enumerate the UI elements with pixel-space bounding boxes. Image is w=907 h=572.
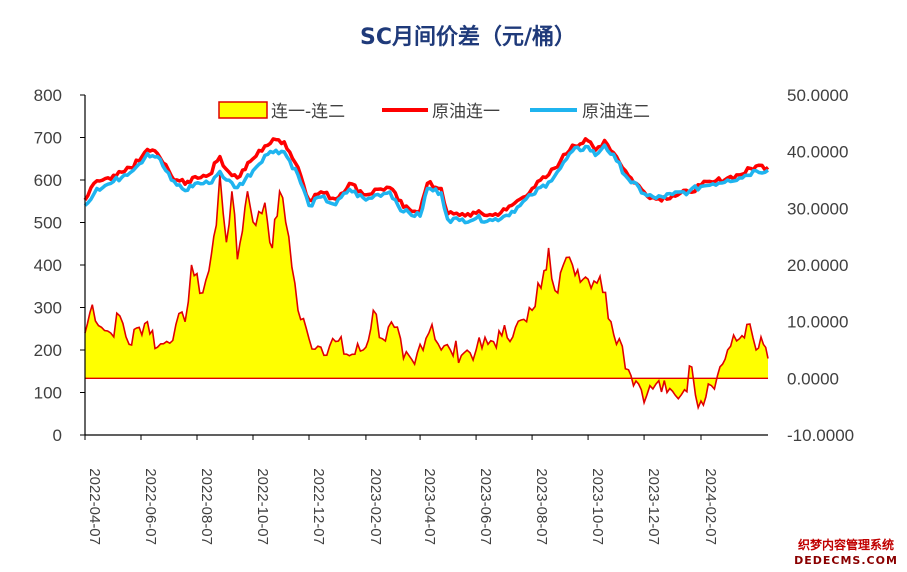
x-tick-label: 2024-02-07 [702,468,719,545]
x-tick-label: 2022-10-07 [254,468,271,545]
y-tick-label-left: 400 [34,256,62,275]
x-tick-label: 2023-12-07 [645,468,662,545]
y-tick-label-left: 100 [34,384,62,403]
y-tick-label-right: 50.0000 [787,86,848,105]
y-tick-label-right: 0.0000 [787,369,839,388]
spread-line [84,174,769,411]
watermark: 织梦内容管理系统 DEDECMS.COM [791,538,901,568]
y-tick-label-right: 20.0000 [787,256,848,275]
legend-label-spread: 连一-连二 [271,102,345,122]
x-tick-label: 2022-12-07 [310,468,327,545]
watermark-line1: 织梦内容管理系统 [797,538,894,552]
watermark-line2: DEDECMS.COM [794,554,898,567]
y-tick-label-right: 30.0000 [787,199,848,218]
legend-label-c1: 原油连一 [432,102,500,122]
x-tick-label: 2022-06-07 [142,468,159,545]
series-line-c2 [83,143,770,225]
x-tick-label: 2023-08-07 [533,468,550,545]
x-tick-label: 2023-06-07 [477,468,494,545]
y-tick-label-right: 40.0000 [787,143,848,162]
y-tick-label-left: 200 [34,341,62,360]
plot-area [83,137,770,411]
y-tick-label-left: 600 [34,171,62,190]
y-tick-label-left: 0 [53,426,62,445]
y-tick-label-left: 300 [34,299,62,318]
x-tick-label: 2023-02-07 [367,468,384,545]
y-tick-label-left: 700 [34,129,62,148]
x-tick-label: 2023-04-07 [421,468,438,545]
y-tick-label-left: 800 [34,86,62,105]
x-tick-label: 2022-08-07 [198,468,215,545]
x-tick-label: 2023-10-07 [589,468,606,545]
x-tick-label: 2022-04-07 [86,468,103,545]
y-tick-label-left: 500 [34,214,62,233]
spread-area [85,174,768,408]
y-tick-label-right: -10.0000 [787,426,854,445]
chart-title: SC月间价差（元/桶） [360,24,576,50]
legend-label-c2: 原油连二 [582,102,650,122]
legend: 连一-连二 原油连一 原油连二 [218,101,650,122]
legend-swatch-spread [218,101,268,119]
series-line-c1 [83,137,770,218]
axes: 800 700 600 500 400 300 200 100 0 50.0000 40.0000 3… [34,86,855,545]
y-tick-label-right: 10.0000 [787,313,848,332]
